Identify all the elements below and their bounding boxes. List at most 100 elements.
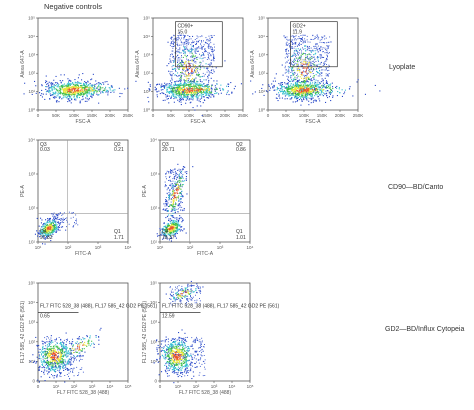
quadrant-name: Q3 — [40, 142, 47, 148]
x-axis-label: FITC-A — [197, 251, 214, 257]
gate-label: FL7 FITC 528_38 (488), FL17 585_42 GD2 P… — [40, 303, 158, 309]
x-tick-label: 250K — [238, 113, 249, 118]
y-axis-label: FL17 585_42 GD2 PE (561) — [142, 301, 148, 364]
y-tick-label: 10² — [28, 71, 35, 76]
y-tick-label: 10² — [143, 71, 150, 76]
y-tick-label: 10¹ — [150, 240, 157, 245]
negative-controls-title: Negative controls — [44, 2, 102, 11]
y-tick-label: 10⁵ — [258, 16, 265, 21]
quadrant-value-bottom-left: 97.82 — [40, 235, 53, 241]
x-tick-label: 150K — [87, 113, 98, 118]
y-tick-label: 10² — [150, 339, 157, 344]
gate-percentage: 12.59 — [162, 313, 175, 319]
y-tick-label: 10¹ — [143, 89, 150, 94]
y-tick-label: 10⁵ — [28, 16, 35, 21]
x-axis-label: FL7 FITC 528_38 (488) — [57, 390, 110, 396]
y-tick-label: 10³ — [28, 52, 35, 57]
x-tick-label: 250K — [353, 113, 364, 118]
x-tick-label: 200K — [220, 113, 231, 118]
gate-percentage: 15.0 — [178, 30, 188, 36]
lyoplate-panel-2: 0 50K 100K 150K 200K 250K 10⁵ 10⁴ 10³ 10² 10¹ 10⁰ FS… — [135, 16, 254, 125]
y-tick-label: 10⁵ — [150, 281, 157, 286]
y-tick-label: 10¹ — [28, 240, 35, 245]
y-tick-label: 10³ — [28, 172, 35, 177]
x-tick-label: 100K — [184, 113, 195, 118]
plot-frame — [159, 282, 251, 382]
gate-percentage: 0.65 — [40, 313, 50, 319]
y-tick-label: 10³ — [258, 52, 265, 57]
x-tick-label: 200K — [335, 113, 346, 118]
quadrant-name: Q4 — [40, 229, 47, 235]
row-label-lyoplate: Lyoplate — [389, 64, 416, 71]
x-tick-label: 0 — [37, 384, 40, 389]
plot-frame — [267, 17, 359, 111]
cd90-panel-1: 10¹ 10² 10³ 10⁴ 10⁴ 10³ 10² 10¹ FITC-A PE-A Q30.03… — [20, 138, 132, 258]
x-tick-label: 10⁵ — [125, 384, 132, 389]
y-tick-label: 10⁰ — [28, 108, 35, 113]
y-tick-label: 10³ — [150, 320, 157, 325]
x-tick-label: 50K — [52, 113, 60, 118]
y-tick-label: 10⁰ — [258, 108, 265, 113]
lyoplate-panel-3: 0 50K 100K 150K 200K 250K 10⁵ 10⁴ 10³ 10² 10¹ 10⁰ FS… — [250, 16, 381, 125]
gd2-panel-2: 0 10¹ 10² 10³ 10⁴ 10⁵ 10⁵ 10⁴ 10³ 10² 10¹ 0 FL7 FITC… — [142, 281, 280, 397]
x-tick-label: 200K — [105, 113, 116, 118]
y-tick-label: 10¹ — [28, 359, 35, 364]
y-tick-label: 10¹ — [28, 89, 35, 94]
x-tick-label: 0 — [267, 113, 270, 118]
y-tick-label: 10¹ — [258, 89, 265, 94]
x-tick-label: 10⁴ — [107, 384, 114, 389]
row-label-gd2: GD2—BD/Influx Cytopeia — [385, 326, 465, 333]
positive-gate — [290, 21, 338, 68]
y-tick-label: 10⁴ — [143, 34, 150, 39]
plot-frame — [37, 282, 129, 382]
x-tick-label: 10² — [71, 384, 78, 389]
y-tick-label: 0 — [32, 379, 35, 384]
quadrant-value-bottom-left: 78.37 — [162, 235, 175, 241]
y-tick-label: 10³ — [143, 52, 150, 57]
gate-label: GD2+ — [293, 24, 306, 30]
x-tick-label: 10⁴ — [125, 245, 132, 250]
plot-frame — [37, 139, 129, 243]
x-tick-label: 10⁵ — [247, 384, 254, 389]
quadrant-value-bottom-right: 1.71 — [114, 235, 124, 241]
gate-label: CD90+ — [178, 24, 194, 30]
cd90-panel-2: 10¹ 10² 10³ 10⁴ 10⁴ 10³ 10² 10¹ FITC-A PE-A Q320.7… — [142, 138, 254, 258]
gd2-panel-1: 0 10¹ 10² 10³ 10⁴ 10⁵ 10⁵ 10⁴ 10³ 10² 10¹ 0 FL7 FITC… — [20, 281, 158, 397]
x-tick-label: 10² — [187, 245, 194, 250]
y-tick-label: 10⁴ — [28, 34, 35, 39]
y-tick-label: 10⁵ — [28, 281, 35, 286]
x-tick-label: 10¹ — [157, 245, 164, 250]
x-axis-label: FITC-A — [75, 251, 92, 257]
gate-label: FL7 FITC 528_38 (488), FL17 585_42 GD2 P… — [162, 303, 280, 309]
x-tick-label: 0 — [152, 113, 155, 118]
y-tick-label: 10⁴ — [28, 300, 35, 305]
positive-gate — [175, 21, 223, 68]
x-tick-label: 150K — [202, 113, 213, 118]
x-tick-label: 10³ — [89, 384, 96, 389]
x-axis-label: FL7 FITC 528_38 (488) — [179, 390, 232, 396]
x-tick-label: 100K — [299, 113, 310, 118]
y-tick-label: 10⁰ — [143, 108, 150, 113]
x-tick-label: 10¹ — [53, 384, 60, 389]
y-tick-label: 10² — [28, 206, 35, 211]
x-tick-label: 10² — [193, 384, 200, 389]
y-axis-label: FL17 585_42 GD2 PE (561) — [20, 301, 26, 364]
x-tick-label: 10³ — [211, 384, 218, 389]
y-tick-label: 10² — [150, 206, 157, 211]
y-tick-label: 10⁵ — [143, 16, 150, 21]
y-tick-label: 10⁴ — [150, 138, 157, 143]
y-tick-label: 10⁴ — [258, 34, 265, 39]
quadrant-value-top-left: 0.03 — [40, 147, 50, 153]
x-axis-label: FSC-A — [76, 119, 92, 125]
y-axis-label: Alexa 647-A — [20, 50, 26, 78]
x-axis-label: FSC-A — [306, 119, 322, 125]
plot-frame — [159, 139, 251, 243]
y-tick-label: 10⁴ — [150, 300, 157, 305]
quadrant-name: Q3 — [162, 142, 169, 148]
x-tick-label: 50K — [167, 113, 175, 118]
x-tick-label: 10² — [65, 245, 72, 250]
y-tick-label: 10³ — [28, 320, 35, 325]
y-tick-label: 10¹ — [150, 359, 157, 364]
x-tick-label: 10³ — [95, 245, 102, 250]
